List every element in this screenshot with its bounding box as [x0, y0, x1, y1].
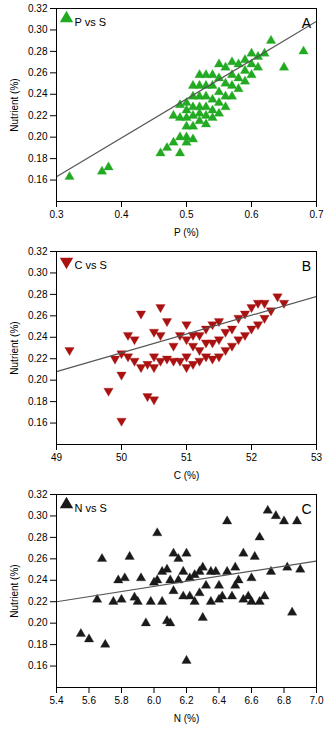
svg-text:0.4: 0.4	[115, 209, 129, 220]
svg-text:6.6: 6.6	[245, 695, 259, 706]
svg-text:52: 52	[246, 452, 258, 463]
svg-text:7.0: 7.0	[310, 695, 324, 706]
svg-text:53: 53	[311, 452, 323, 463]
svg-text:6.4: 6.4	[212, 695, 226, 706]
svg-text:50: 50	[116, 452, 128, 463]
svg-text:C: C	[301, 501, 311, 517]
svg-text:N (%): N (%)	[174, 713, 200, 724]
svg-text:C vs S: C vs S	[75, 259, 107, 271]
svg-text:0.24: 0.24	[28, 331, 48, 342]
svg-text:0.16: 0.16	[28, 660, 48, 671]
svg-text:0.22: 0.22	[28, 110, 48, 121]
svg-text:0.6: 0.6	[245, 209, 259, 220]
svg-text:0.28: 0.28	[28, 532, 48, 543]
svg-text:0.32: 0.32	[28, 489, 48, 500]
svg-text:6.2: 6.2	[180, 695, 194, 706]
svg-text:0.16: 0.16	[28, 174, 48, 185]
svg-text:0.30: 0.30	[28, 267, 48, 278]
svg-text:0.20: 0.20	[28, 374, 48, 385]
svg-text:5.6: 5.6	[82, 695, 96, 706]
svg-text:49: 49	[51, 452, 63, 463]
svg-text:5.8: 5.8	[115, 695, 129, 706]
svg-text:Nutrient (%): Nutrient (%)	[9, 321, 20, 374]
svg-text:Nutrient (%): Nutrient (%)	[9, 78, 20, 131]
svg-text:0.7: 0.7	[310, 209, 324, 220]
svg-text:0.26: 0.26	[28, 67, 48, 78]
svg-text:5.4: 5.4	[50, 695, 64, 706]
svg-text:0.28: 0.28	[28, 289, 48, 300]
svg-text:B: B	[302, 258, 311, 274]
svg-text:P (%): P (%)	[174, 227, 199, 238]
svg-text:0.30: 0.30	[28, 510, 48, 521]
svg-text:0.24: 0.24	[28, 574, 48, 585]
svg-text:51: 51	[181, 452, 193, 463]
svg-text:0.28: 0.28	[28, 46, 48, 57]
svg-text:0.24: 0.24	[28, 88, 48, 99]
svg-text:0.18: 0.18	[28, 153, 48, 164]
svg-text:0.30: 0.30	[28, 24, 48, 35]
svg-text:C (%): C (%)	[174, 470, 200, 481]
svg-text:0.26: 0.26	[28, 553, 48, 564]
svg-text:A: A	[302, 15, 312, 31]
svg-text:0.22: 0.22	[28, 596, 48, 607]
svg-text:6.8: 6.8	[277, 695, 291, 706]
svg-text:0.32: 0.32	[28, 3, 48, 14]
svg-text:0.18: 0.18	[28, 396, 48, 407]
svg-text:Nutrient (%): Nutrient (%)	[9, 564, 20, 617]
svg-text:0.20: 0.20	[28, 131, 48, 142]
svg-text:0.22: 0.22	[28, 353, 48, 364]
svg-text:0.5: 0.5	[180, 209, 194, 220]
svg-text:0.3: 0.3	[50, 209, 64, 220]
svg-text:P vs S: P vs S	[75, 16, 107, 28]
svg-text:0.18: 0.18	[28, 639, 48, 650]
svg-text:0.32: 0.32	[28, 246, 48, 257]
svg-text:0.20: 0.20	[28, 617, 48, 628]
svg-text:N vs S: N vs S	[75, 502, 107, 514]
svg-text:0.16: 0.16	[28, 417, 48, 428]
svg-text:6.0: 6.0	[147, 695, 161, 706]
svg-text:0.26: 0.26	[28, 310, 48, 321]
